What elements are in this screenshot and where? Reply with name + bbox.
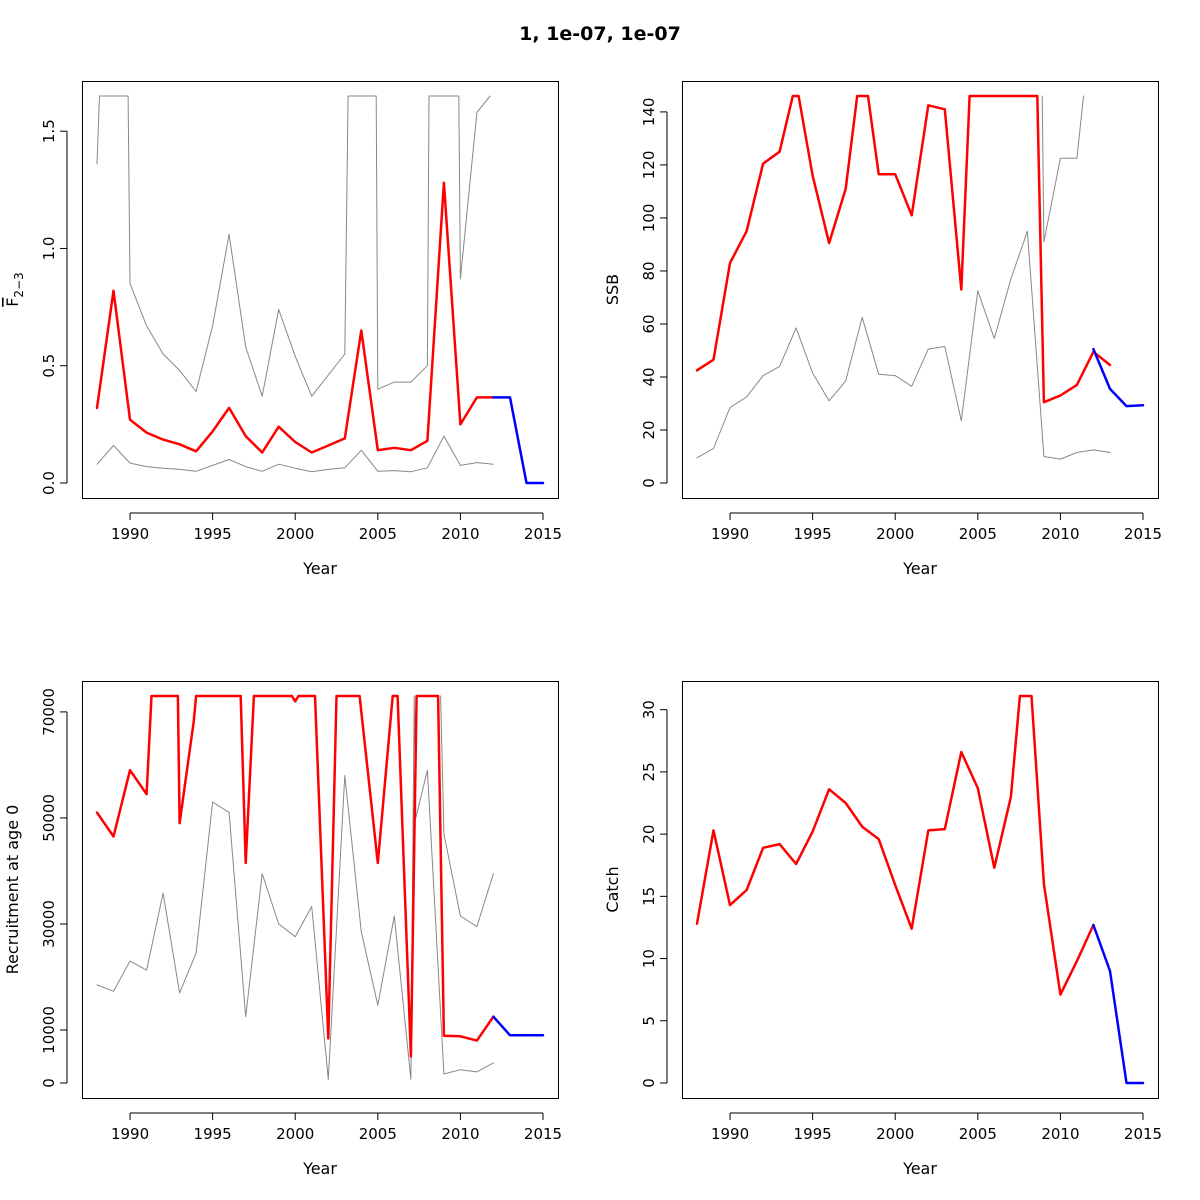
x-tick-label: 2005 xyxy=(959,525,997,543)
series-line-upper xyxy=(1041,95,1084,243)
series-line-estimate xyxy=(95,694,495,1058)
y-axis-label-main: Recruitment at age 0 xyxy=(3,805,22,975)
recruitment-panel: 1990 1995 2000 2005 2010 2015 Year 0 10000 30000 5… xyxy=(3,681,562,1178)
plot-frame xyxy=(82,681,559,1099)
y-tick-label: 0 xyxy=(40,1078,58,1088)
y-axis-label: SSB xyxy=(603,274,622,305)
x-tick-label: 1995 xyxy=(194,1125,232,1143)
figure-title: 1, 1e-07, 1e-07 xyxy=(519,23,681,45)
x-tick-label: 2015 xyxy=(1124,1125,1162,1143)
series-line-estimate xyxy=(695,94,1112,404)
x-tick-label: 2015 xyxy=(524,525,562,543)
series-group xyxy=(95,694,545,1080)
y-tick-label: 80 xyxy=(640,261,658,280)
y-axis-label: Catch xyxy=(603,866,622,912)
x-tick-label: 2010 xyxy=(441,525,479,543)
x-axis-label: Year xyxy=(302,1159,337,1178)
x-axis-label: Year xyxy=(902,559,937,578)
series-line-estimate xyxy=(695,694,1095,996)
y-tick-label: 5 xyxy=(640,1016,658,1026)
x-tick-label: 1995 xyxy=(194,525,232,543)
y-tick-label: 30000 xyxy=(40,900,58,948)
y-tick-label: 10000 xyxy=(40,1006,58,1054)
f-bar-panel: 1990 1995 2000 2005 2010 2015 Year 0.0 0.5 1.0 1.5… xyxy=(3,81,562,578)
x-tick-label: 2000 xyxy=(276,525,314,543)
plot-frame xyxy=(682,681,1159,1099)
series-line-lower xyxy=(696,230,1111,460)
x-tick-label: 1995 xyxy=(794,525,832,543)
y-tick-label: 140 xyxy=(640,98,658,127)
ssb-panel: 1990 1995 2000 2005 2010 2015 Year 0 20 40 60 80 100… xyxy=(603,81,1162,578)
y-tick-label: 10 xyxy=(640,949,658,968)
y-tick-label: 0 xyxy=(640,1078,658,1088)
x-tick-label: 1990 xyxy=(711,1125,749,1143)
x-tick-label: 2010 xyxy=(1041,1125,1079,1143)
y-tick-label: 0.0 xyxy=(40,471,58,495)
series-line-estimate xyxy=(95,181,495,454)
x-tick-label: 2005 xyxy=(359,1125,397,1143)
x-tick-label: 2000 xyxy=(876,1125,914,1143)
series-line-lower xyxy=(96,695,494,1080)
series-line-forecast xyxy=(1092,347,1145,408)
series-group xyxy=(695,694,1145,1085)
series-group xyxy=(95,95,545,485)
plot-frame xyxy=(82,81,559,499)
catch-panel: 1990 1995 2000 2005 2010 2015 Year 0 5 10 15 20 25 30… xyxy=(603,681,1162,1178)
x-tick-label: 2000 xyxy=(276,1125,314,1143)
series-line-forecast xyxy=(492,1015,545,1037)
series-line-upper xyxy=(96,95,491,397)
x-tick-label: 2010 xyxy=(441,1125,479,1143)
y-axis-label-subscript: 2−3 xyxy=(12,272,26,297)
y-tick-label: 40 xyxy=(640,367,658,386)
x-tick-label: 2010 xyxy=(1041,525,1079,543)
chart-panels: 1990 1995 2000 2005 2010 2015Year0.00.51.01.5… xyxy=(3,81,1162,1178)
y-tick-label: 0 xyxy=(640,478,658,488)
y-tick-label: 50000 xyxy=(40,794,58,842)
x-tick-label: 1990 xyxy=(111,525,149,543)
x-tick-label: 2005 xyxy=(959,1125,997,1143)
y-axis-label-main: SSB xyxy=(603,274,622,305)
y-tick-label: 0.5 xyxy=(40,354,58,378)
x-tick-label: 2015 xyxy=(1124,525,1162,543)
x-tick-label: 2000 xyxy=(876,525,914,543)
x-axis-label: Year xyxy=(902,1159,937,1178)
y-tick-label: 100 xyxy=(640,204,658,233)
series-line-lower xyxy=(96,435,494,473)
y-axis-label-main: F xyxy=(3,298,22,307)
y-tick-label: 20 xyxy=(640,420,658,439)
y-axis-label: Recruitment at age 0 xyxy=(3,805,22,975)
y-tick-label: 20 xyxy=(640,825,658,844)
y-tick-label: 70000 xyxy=(40,688,58,736)
x-tick-label: 1995 xyxy=(794,1125,832,1143)
x-axis-label: Year xyxy=(302,559,337,578)
y-axis-label: F2−3 xyxy=(3,272,26,307)
series-line-forecast xyxy=(1092,923,1145,1085)
x-tick-label: 2005 xyxy=(359,525,397,543)
plot-frame xyxy=(682,81,1159,499)
series-line-upper xyxy=(440,695,494,928)
series-line-forecast xyxy=(492,396,545,485)
x-tick-label: 2015 xyxy=(524,1125,562,1143)
x-tick-label: 1990 xyxy=(711,525,749,543)
y-tick-label: 30 xyxy=(640,700,658,719)
y-tick-label: 25 xyxy=(640,762,658,781)
y-tick-label: 1.0 xyxy=(40,237,58,261)
y-tick-label: 1.5 xyxy=(40,119,58,143)
series-group xyxy=(695,94,1145,460)
y-tick-label: 15 xyxy=(640,887,658,906)
y-tick-label: 60 xyxy=(640,314,658,333)
x-tick-label: 1990 xyxy=(111,1125,149,1143)
y-tick-label: 120 xyxy=(640,151,658,180)
y-axis-label-main: Catch xyxy=(603,866,622,912)
